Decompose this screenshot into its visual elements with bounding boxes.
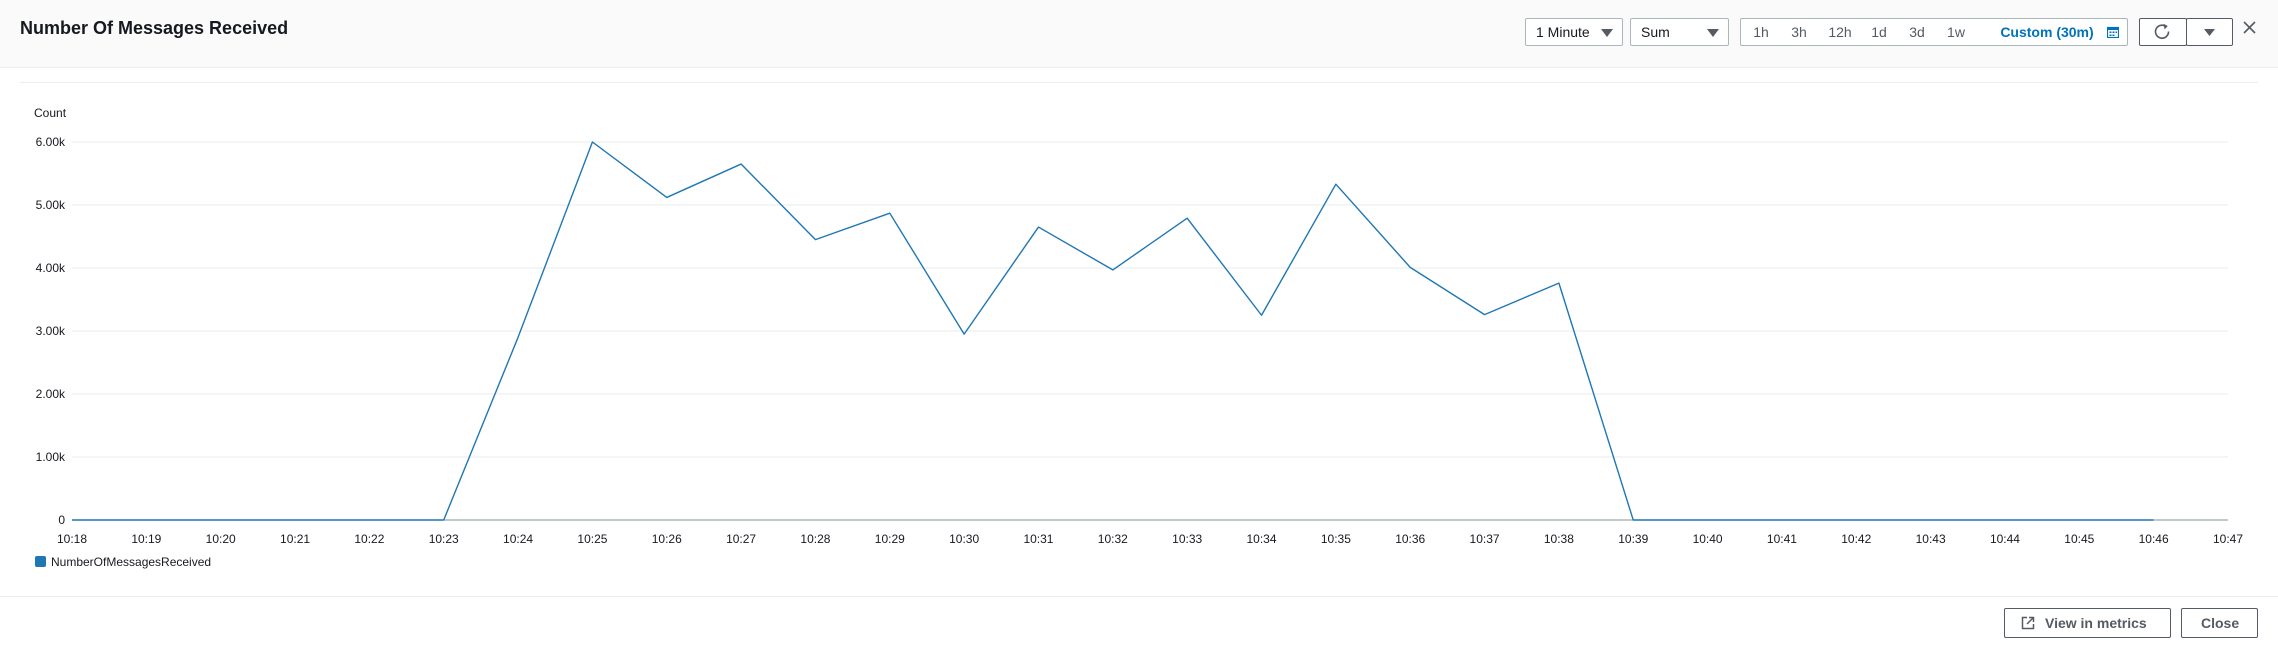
- close-label: Close: [2201, 615, 2240, 631]
- footer-divider: [0, 596, 2278, 597]
- x-tick-label: 10:24: [503, 532, 533, 546]
- y-tick-label: 5.00k: [36, 198, 66, 212]
- x-tick-label: 10:43: [1916, 532, 1946, 546]
- x-tick-label: 10:30: [949, 532, 979, 546]
- range-3d-button[interactable]: 3d: [1909, 24, 1925, 40]
- line-chart: Count 0 1.00k 2.00k 3.00k 4.00k 5.00k 6.00k 10…: [34, 106, 2243, 569]
- range-1w-button[interactable]: 1w: [1947, 24, 1965, 40]
- x-tick-label: 10:36: [1395, 532, 1425, 546]
- x-tick-label: 10:47: [2213, 532, 2243, 546]
- x-tick-label: 10:29: [875, 532, 905, 546]
- x-tick-label: 10:23: [429, 532, 459, 546]
- x-tick-label: 10:20: [206, 532, 236, 546]
- y-tick-label: 0: [58, 513, 65, 527]
- x-tick-label: 10:33: [1172, 532, 1202, 546]
- x-tick-label: 10:39: [1618, 532, 1648, 546]
- y-tick-label: 1.00k: [36, 450, 66, 464]
- series-line: [72, 141, 2154, 521]
- x-tick-label: 10:28: [800, 532, 830, 546]
- x-tick-label: 10:42: [1841, 532, 1871, 546]
- more-actions-button[interactable]: [2186, 18, 2233, 46]
- y-tick-label: 2.00k: [36, 387, 66, 401]
- x-tick-label: 10:40: [1693, 532, 1723, 546]
- range-custom-button[interactable]: Custom (30m): [2000, 24, 2094, 40]
- range-1h-button[interactable]: 1h: [1753, 24, 1769, 40]
- y-tick-label: 4.00k: [36, 261, 66, 275]
- x-tick-label: 10:22: [354, 532, 384, 546]
- refresh-button[interactable]: [2139, 18, 2187, 46]
- x-tick-label: 10:18: [57, 532, 87, 546]
- x-tick-label: 10:35: [1321, 532, 1351, 546]
- close-icon[interactable]: [2240, 18, 2260, 38]
- x-tick-label: 10:27: [726, 532, 756, 546]
- view-in-metrics-label: View in metrics: [2045, 615, 2147, 631]
- range-3h-button[interactable]: 3h: [1791, 24, 1807, 40]
- time-range-group: 1h 3h 12h 1d 3d 1w Custom (30m): [1740, 18, 2128, 46]
- range-12h-button[interactable]: 12h: [1828, 24, 1852, 40]
- x-tick-label: 10:19: [131, 532, 161, 546]
- x-tick-label: 10:25: [577, 532, 607, 546]
- legend-label[interactable]: NumberOfMessagesReceived: [51, 555, 211, 569]
- y-tick-label: 3.00k: [36, 324, 66, 338]
- x-tick-label: 10:45: [2064, 532, 2094, 546]
- legend: NumberOfMessagesReceived: [35, 555, 211, 569]
- x-tick-label: 10:37: [1470, 532, 1500, 546]
- chart-top-divider: [20, 82, 2258, 83]
- period-select[interactable]: 1 Minute: [1525, 18, 1623, 46]
- external-link-icon: [2021, 616, 2035, 630]
- x-tick-label: 10:26: [652, 532, 682, 546]
- header: Number Of Messages Received 1 Minute Sum…: [0, 0, 2278, 68]
- refresh-icon: [2154, 23, 2170, 39]
- x-tick-label: 10:44: [1990, 532, 2020, 546]
- period-select-value: 1 Minute: [1536, 24, 1590, 40]
- x-tick-label: 10:38: [1544, 532, 1574, 546]
- statistic-select[interactable]: Sum: [1630, 18, 1729, 46]
- x-tick-label: 10:41: [1767, 532, 1797, 546]
- y-tick-label: 6.00k: [36, 135, 66, 149]
- chevron-down-icon: [1601, 29, 1613, 37]
- close-button[interactable]: Close: [2181, 608, 2258, 638]
- chevron-down-icon: [1707, 29, 1719, 37]
- calendar-icon[interactable]: [2107, 26, 2119, 38]
- statistic-select-value: Sum: [1641, 24, 1670, 40]
- x-tick-label: 10:31: [1023, 532, 1053, 546]
- x-tick-label: 10:21: [280, 532, 310, 546]
- x-tick-label: 10:34: [1247, 532, 1277, 546]
- x-tick-label: 10:46: [2139, 532, 2169, 546]
- y-axis-label: Count: [34, 106, 67, 120]
- chevron-down-icon: [2204, 29, 2215, 36]
- page-title: Number Of Messages Received: [20, 18, 289, 38]
- legend-swatch: [35, 556, 46, 567]
- x-tick-label: 10:32: [1098, 532, 1128, 546]
- range-1d-button[interactable]: 1d: [1871, 24, 1887, 40]
- view-in-metrics-button[interactable]: View in metrics: [2004, 608, 2171, 638]
